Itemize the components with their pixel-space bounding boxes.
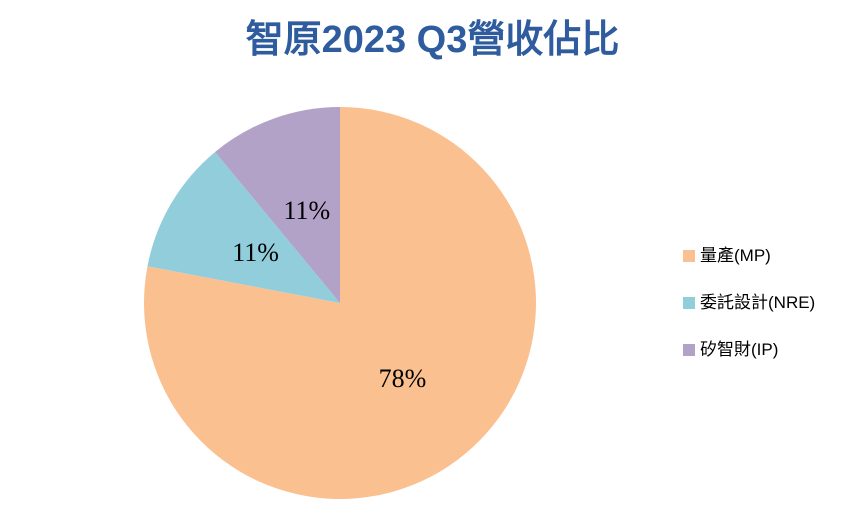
legend-item-label: 量產(MP) — [700, 246, 771, 265]
pie-slice-2 — [215, 107, 340, 303]
pie-slice-1 — [147, 151, 340, 303]
legend-item-2: 矽智財(IP) — [683, 339, 815, 360]
legend-item-label: 矽智財(IP) — [700, 340, 779, 359]
legend-swatch-icon — [683, 296, 695, 309]
chart-title: 智原2023 Q3營收佔比 — [245, 19, 620, 61]
legend-swatch-icon — [683, 249, 695, 262]
legend-item-label: 委託設計(NRE) — [700, 293, 816, 312]
legend-swatch-icon — [683, 343, 695, 356]
legend-item-1: 委託設計(NRE) — [683, 292, 815, 313]
legend: 量產(MP) 委託設計(NRE) 矽智財(IP) — [683, 245, 815, 360]
pie-slice-0 — [143, 107, 536, 499]
legend-item-0: 量產(MP) — [683, 245, 815, 266]
